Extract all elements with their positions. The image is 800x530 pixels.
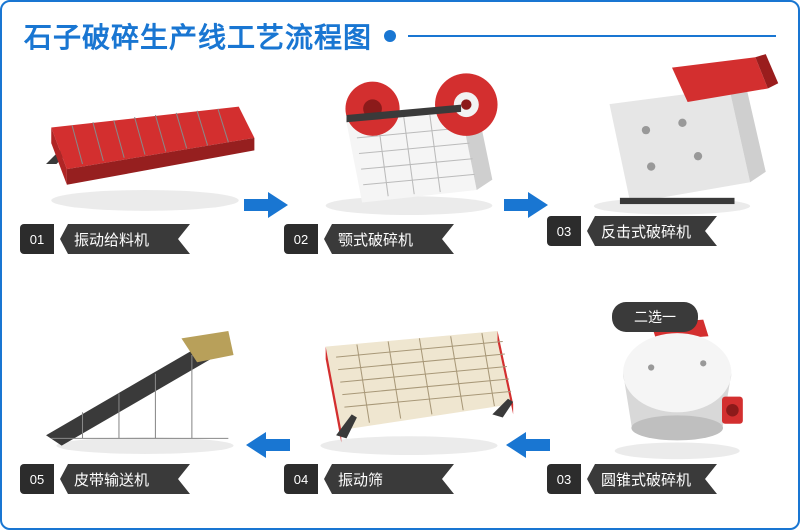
flow-grid: 01 振动给料机 xyxy=(2,60,798,516)
impact-crusher-icon xyxy=(547,60,797,210)
step-02: 02 颚式破碎机 xyxy=(284,68,534,288)
jaw-crusher-icon xyxy=(284,68,534,218)
title-line xyxy=(408,35,776,37)
step-label: 04 振动筛 xyxy=(284,464,534,494)
arrow-right-icon xyxy=(242,190,292,220)
step-label: 03 反击式破碎机 xyxy=(547,216,797,246)
step-number-badge: 03 xyxy=(547,216,581,246)
belt-conveyor-icon xyxy=(20,308,270,458)
vibrating-screen-icon xyxy=(284,308,534,458)
title-dot-icon xyxy=(384,30,396,42)
step-label: 05 皮带输送机 xyxy=(20,464,270,494)
arrow-left-icon xyxy=(242,430,292,460)
step-number-badge: 02 xyxy=(284,224,318,254)
step-03b: 03 圆锥式破碎机 xyxy=(547,308,797,528)
step-label: 01 振动给料机 xyxy=(20,224,270,254)
page-title: 石子破碎生产线工艺流程图 xyxy=(24,16,372,56)
step-name-label: 皮带输送机 xyxy=(60,464,190,494)
step-number-badge: 03 xyxy=(547,464,581,494)
step-name-label: 圆锥式破碎机 xyxy=(587,464,717,494)
step-name-label: 颚式破碎机 xyxy=(324,224,454,254)
step-number-badge: 05 xyxy=(20,464,54,494)
arrow-left-icon xyxy=(502,430,552,460)
step-03a: 03 反击式破碎机 xyxy=(547,60,797,290)
choice-badge: 二选一 xyxy=(612,302,698,332)
step-label: 02 颚式破碎机 xyxy=(284,224,534,254)
vibrating-feeder-icon xyxy=(20,68,270,218)
step-number-badge: 04 xyxy=(284,464,318,494)
step-04: 04 振动筛 xyxy=(284,308,534,528)
step-number-badge: 01 xyxy=(20,224,54,254)
step-05: 05 皮带输送机 xyxy=(20,308,270,528)
arrow-right-icon xyxy=(502,190,552,220)
step-name-label: 振动筛 xyxy=(324,464,454,494)
step-label: 03 圆锥式破碎机 xyxy=(547,464,797,494)
step-01: 01 振动给料机 xyxy=(20,68,270,288)
step-name-label: 反击式破碎机 xyxy=(587,216,717,246)
step-name-label: 振动给料机 xyxy=(60,224,190,254)
